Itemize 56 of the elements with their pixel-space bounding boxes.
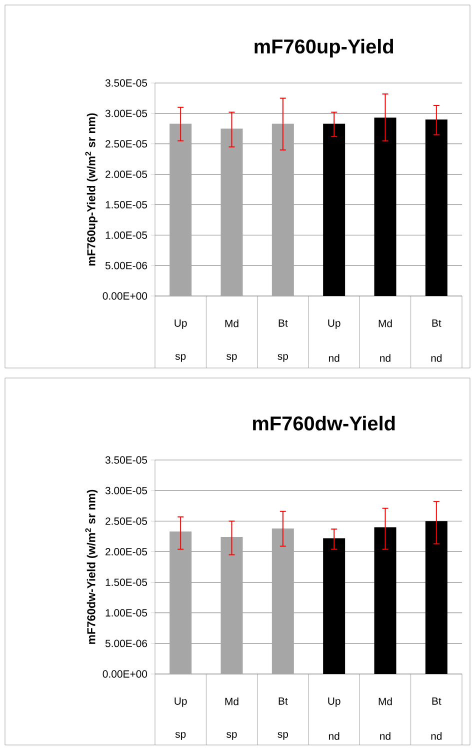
bar [220, 537, 243, 674]
y-axis-title: mF760up-Yield (w/m$^{2}$ sr nm) [85, 113, 98, 266]
y-tick-label: 1.50E-05 [106, 201, 148, 208]
chart-title: mF760up-Yield [254, 38, 394, 58]
x-tick-label: Bt [278, 698, 288, 705]
y-tick-label: 3.00E-05 [105, 110, 148, 118]
bar [272, 124, 294, 296]
y-tick-label: 0.00E+00 [102, 670, 148, 678]
bar [220, 128, 243, 296]
x-tick-label: Up [328, 320, 340, 329]
x-tick-label: Md [378, 320, 392, 328]
bar [425, 521, 448, 674]
y-tick-label: 2.00E-05 [106, 548, 148, 556]
bar [170, 124, 192, 296]
x-tick-label: Md [225, 320, 238, 328]
text: nd [380, 354, 390, 362]
x-tick-label: Up [174, 698, 187, 707]
text: nd [328, 732, 340, 740]
text: sp [175, 354, 186, 362]
chart-title: mF760dw-Yield [253, 416, 395, 430]
text: nd [380, 732, 390, 740]
y-tick-label: 3.00E-05 [105, 486, 148, 494]
y-tick-label: 3.50E-05 [105, 79, 148, 87]
text: nd [328, 354, 340, 362]
bar [425, 120, 448, 296]
text: sp [226, 732, 237, 740]
y-tick-label: 0.00E+00 [102, 292, 148, 300]
bar [323, 124, 346, 296]
x-tick-label: Md [225, 698, 238, 706]
y-tick-label: 5.00E-06 [105, 640, 148, 648]
x-tick-label: Bt [432, 320, 442, 327]
bar [323, 538, 346, 674]
bar [170, 532, 192, 674]
y-tick-label: 1.00E-05 [106, 231, 148, 239]
x-tick-label: Bt [278, 320, 288, 327]
y-tick-label: 1.00E-05 [106, 609, 148, 617]
x-tick-label: Md [378, 698, 392, 706]
y-axis-title: mF760dw-Yield (w/m$^{2}$ sr nm) [85, 490, 98, 644]
x-tick-label: Up [174, 320, 187, 329]
text: sp [175, 732, 186, 740]
text: sp [226, 354, 237, 362]
bar [272, 528, 294, 674]
y-tick-label: 5.00E-06 [105, 262, 148, 270]
y-tick-label: 2.00E-05 [106, 170, 148, 178]
y-tick-label: 2.50E-05 [106, 517, 148, 525]
y-tick-label: 2.50E-05 [106, 140, 148, 148]
y-tick-label: 3.50E-05 [105, 456, 148, 464]
bar [374, 527, 396, 674]
x-tick-label: Bt [432, 698, 442, 705]
bar [374, 118, 396, 296]
text: sp [278, 732, 288, 740]
y-tick-label: 1.50E-05 [106, 578, 148, 586]
text: nd [431, 732, 442, 740]
x-tick-label: Up [328, 698, 340, 707]
text: sp [278, 354, 288, 362]
text: nd [431, 354, 442, 362]
